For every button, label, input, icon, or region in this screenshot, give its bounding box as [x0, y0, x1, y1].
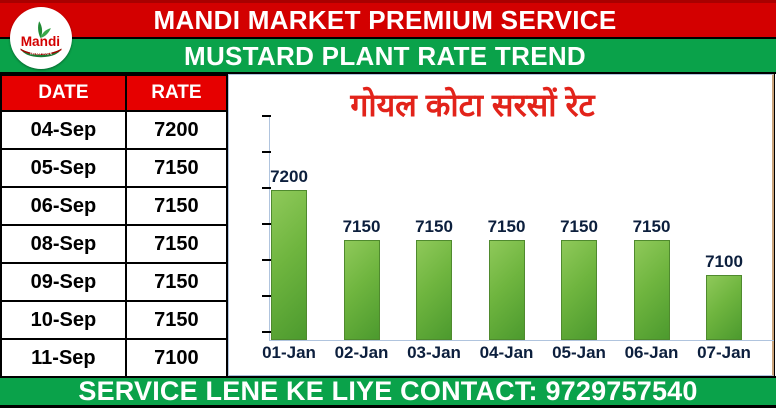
svg-text:Market: Market — [30, 49, 53, 56]
svg-text:Mandi: Mandi — [21, 34, 60, 49]
